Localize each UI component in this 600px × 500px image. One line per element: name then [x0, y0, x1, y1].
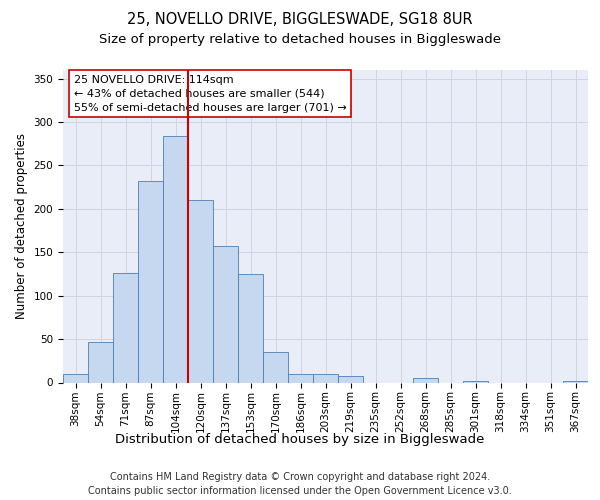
- Bar: [113, 273, 138, 382]
- Text: Distribution of detached houses by size in Biggleswade: Distribution of detached houses by size …: [115, 432, 485, 446]
- Bar: [263, 352, 288, 382]
- Text: Contains HM Land Registry data © Crown copyright and database right 2024.: Contains HM Land Registry data © Crown c…: [110, 472, 490, 482]
- Bar: [288, 374, 313, 382]
- Bar: [188, 200, 213, 382]
- Text: 25 NOVELLO DRIVE: 114sqm
← 43% of detached houses are smaller (544)
55% of semi-: 25 NOVELLO DRIVE: 114sqm ← 43% of detach…: [74, 74, 346, 112]
- Bar: [563, 381, 588, 382]
- Bar: [238, 274, 263, 382]
- Bar: [63, 374, 88, 382]
- Bar: [338, 376, 363, 382]
- Bar: [313, 374, 338, 382]
- Text: 25, NOVELLO DRIVE, BIGGLESWADE, SG18 8UR: 25, NOVELLO DRIVE, BIGGLESWADE, SG18 8UR: [127, 12, 473, 28]
- Text: Contains public sector information licensed under the Open Government Licence v3: Contains public sector information licen…: [88, 486, 512, 496]
- Bar: [413, 378, 438, 382]
- Bar: [463, 381, 488, 382]
- Bar: [213, 246, 238, 382]
- Text: Size of property relative to detached houses in Biggleswade: Size of property relative to detached ho…: [99, 32, 501, 46]
- Bar: [138, 181, 163, 382]
- Y-axis label: Number of detached properties: Number of detached properties: [15, 133, 28, 320]
- Bar: [163, 136, 188, 382]
- Bar: [88, 342, 113, 382]
